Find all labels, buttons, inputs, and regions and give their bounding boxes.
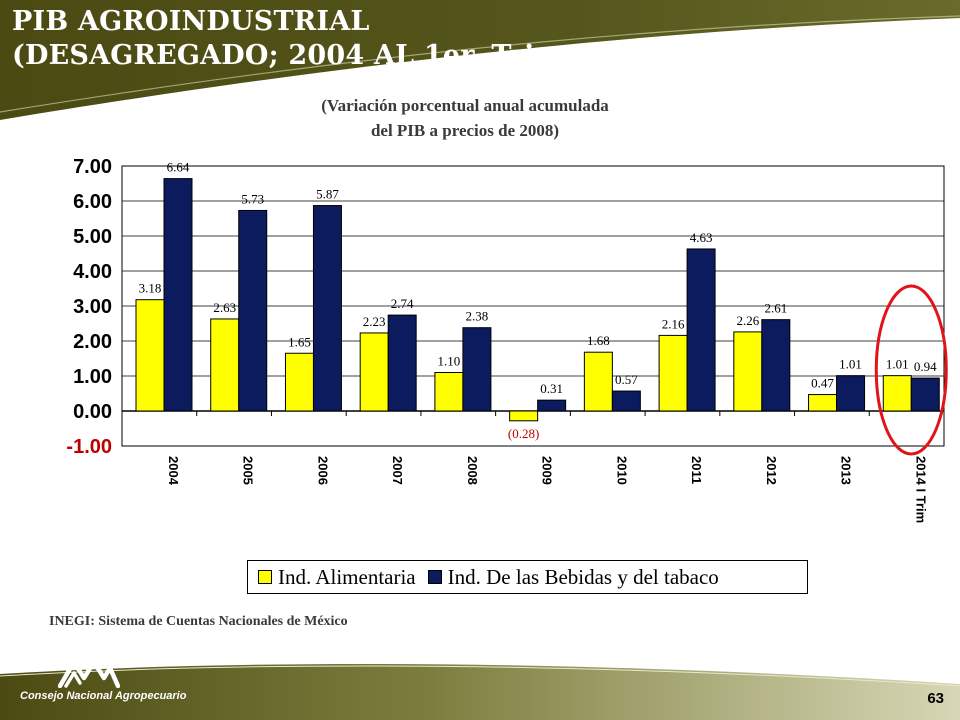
data-label-alimentaria: 1.65 [288,334,311,349]
bar-alimentaria [733,331,763,412]
logo-icon [58,659,120,688]
data-label-alimentaria: 2.23 [363,314,386,329]
highlight-circle [874,284,948,456]
legend-label-bebidas: Ind. De las Bebidas y del tabaco [447,564,719,589]
bar-bebidas [910,377,940,412]
y-tick-label: 5.00 [73,226,112,248]
bar-bebidas [462,327,492,412]
bar-bebidas [387,314,417,412]
y-tick-label: 6.00 [73,191,112,213]
data-label-alimentaria: 1.68 [587,333,610,348]
x-category-label: 2007 [390,456,405,485]
data-label-bebidas: 0.94 [914,359,937,374]
footer-band [0,663,960,720]
y-tick-label: -1.00 [66,436,112,458]
bar-alimentaria [135,299,165,412]
data-label-bebidas: 2.74 [391,296,414,311]
legend-swatch-yellow [258,570,272,584]
bar-bebidas [836,375,866,412]
bar-alimentaria [284,352,314,412]
x-category-label: 2005 [241,456,256,485]
y-tick-label: 2.00 [73,331,112,353]
data-label-alimentaria: 2.63 [213,300,236,315]
chart-legend: Ind. Alimentaria Ind. De las Bebidas y d… [247,560,808,594]
header-banner [0,0,960,120]
bar-alimentaria [210,318,240,412]
x-category-label: 2010 [614,456,629,485]
x-category-label: 2008 [465,456,480,485]
legend-item-alimentaria: Ind. Alimentaria [258,565,416,590]
data-label-bebidas: 5.87 [316,187,339,202]
data-label-alimentaria: 2.26 [736,313,759,328]
x-category-label: 2009 [540,456,555,485]
plot-frame [121,165,945,447]
data-label-bebidas: 1.01 [839,357,862,372]
page-title-range: (DESAGREGADO; 2004 AL 1er. Trim. 2014) [12,40,672,71]
bar-bebidas [238,209,268,412]
bar-bebidas [611,390,641,412]
data-label-alimentaria: 1.10 [438,354,461,369]
bar-bebidas [686,248,716,412]
data-label-alimentaria: (0.28) [508,426,539,441]
page-number: 63 [927,690,944,707]
data-label-bebidas: 5.73 [241,191,264,206]
bar-bebidas [537,399,567,412]
source-note: INEGI: Sistema de Cuentas Nacionales de … [49,614,348,629]
bar-alimentaria [583,351,613,412]
data-label-bebidas: 4.63 [690,230,713,245]
bar-bebidas [312,205,342,412]
data-label-alimentaria: 3.18 [139,281,162,296]
x-category-label: 2004 [166,456,181,486]
bar-bebidas [761,319,791,412]
y-tick-label: 0.00 [73,401,112,423]
bar-alimentaria [658,334,688,412]
org-name: Consejo Nacional Agropecuario [20,690,187,702]
legend-item-bebidas: Ind. De las Bebidas y del tabaco [427,564,719,590]
x-category-label: 2014 I Trim [913,456,928,523]
bar-alimentaria [882,375,912,412]
bar-alimentaria [509,410,539,422]
data-label-bebidas: 0.31 [540,381,563,396]
chart-subtitle-2: del PIB a precios de 2008) [370,121,560,140]
y-tick-label: 4.00 [73,261,112,283]
bar-alimentaria [359,332,389,412]
bar-chart: 7.00 6.00 5.00 4.00 3.00 2.00 1.00 0.00 -1.00 3.1… [66,156,948,523]
bar-alimentaria [808,394,838,412]
y-tick-label: 3.00 [73,296,112,318]
data-label-bebidas: 6.64 [167,160,190,175]
x-category-label: 2011 [689,456,704,484]
bar-bebidas [163,178,193,412]
data-label-alimentaria: 1.01 [886,357,909,372]
page-title: PIB AGROINDUSTRIAL [12,6,370,37]
chart-subtitle: (Variación porcentual anual acumulada [321,96,609,115]
data-label-alimentaria: 0.47 [811,376,834,391]
data-label-bebidas: 2.61 [764,301,787,316]
data-label-bebidas: 0.57 [615,372,638,387]
y-tick-label: 7.00 [73,156,112,178]
y-tick-label: 1.00 [73,366,112,388]
x-category-label: 2012 [764,456,779,485]
legend-label-alimentaria: Ind. Alimentaria [278,564,416,589]
legend-swatch-navy [427,570,442,584]
bar-alimentaria [434,372,464,412]
x-category-label: 2013 [839,456,854,485]
data-label-alimentaria: 2.16 [662,316,685,331]
data-label-bebidas: 2.38 [466,309,489,324]
x-category-label: 2006 [315,456,330,485]
